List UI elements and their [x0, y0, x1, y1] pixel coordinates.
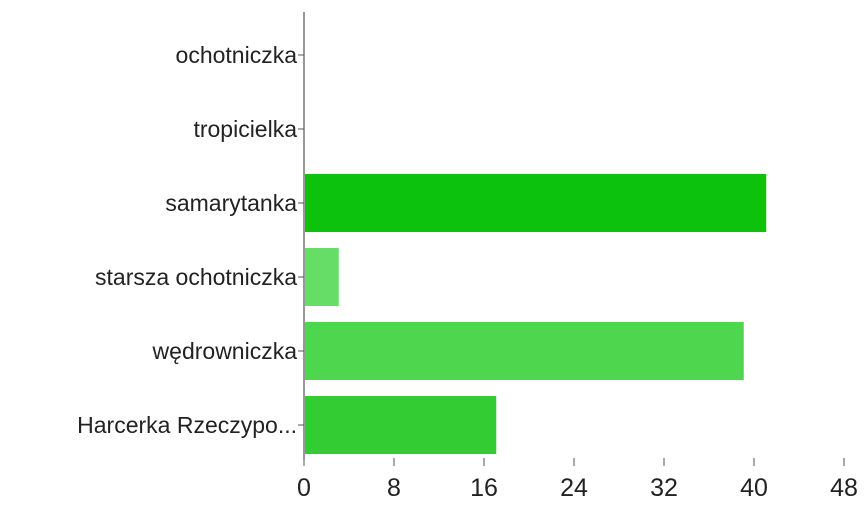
bar-4 [305, 322, 744, 380]
bar-5 [305, 396, 497, 454]
bars-layer [305, 174, 767, 454]
x-tick-label: 0 [297, 474, 311, 502]
bar-3 [305, 248, 339, 306]
category-label: tropicielka [193, 116, 297, 142]
category-label: ochotniczka [176, 42, 298, 68]
x-tick-label: 32 [650, 474, 678, 502]
bar-2 [305, 174, 767, 232]
category-label: samarytanka [165, 190, 297, 216]
x-tick-label: 48 [830, 474, 858, 502]
x-tick-label: 8 [387, 474, 401, 502]
x-tick-label: 16 [470, 474, 498, 502]
category-label: Harcerka Rzeczypo... [77, 412, 297, 438]
category-label: starsza ochotniczka [95, 264, 297, 290]
labels-layer: ochotniczka tropicielka samarytanka starsza… [77, 42, 858, 502]
category-label: wędrowniczka [152, 338, 298, 364]
x-tick-label: 40 [740, 474, 768, 502]
axes-layer [298, 12, 845, 466]
x-tick-label: 24 [560, 474, 588, 502]
